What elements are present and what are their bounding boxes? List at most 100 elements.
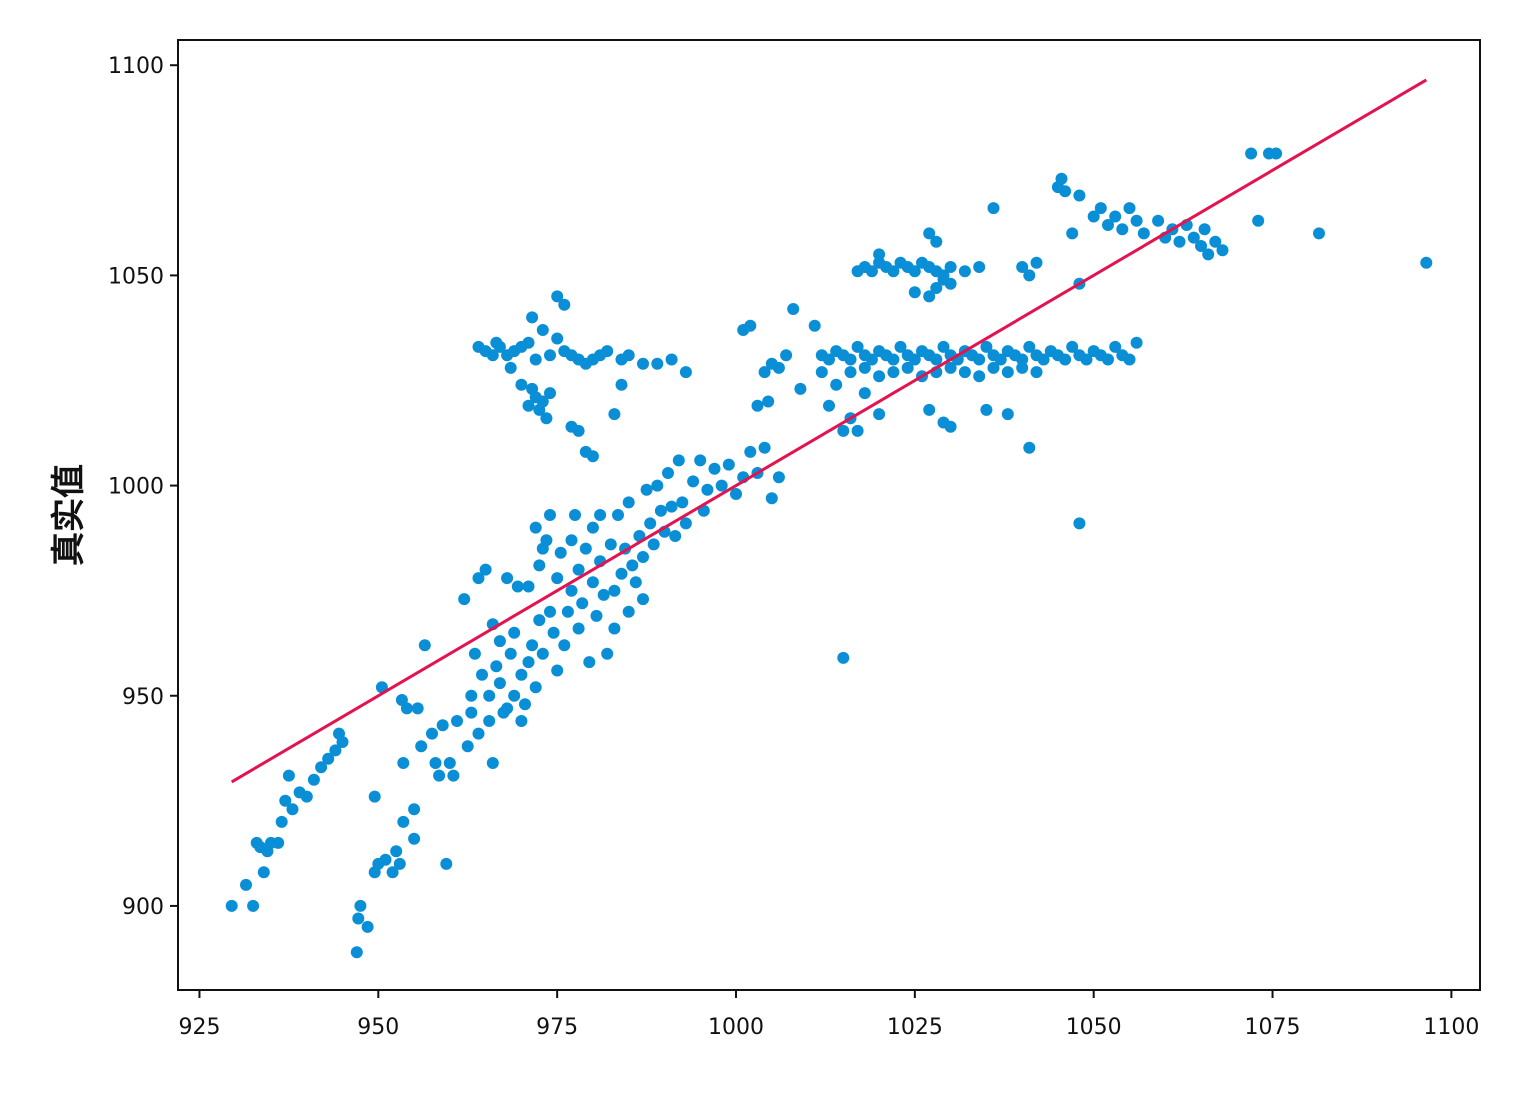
y-tick-label: 1100	[108, 54, 164, 79]
data-point	[515, 715, 528, 727]
data-point	[483, 689, 496, 702]
data-point	[476, 668, 488, 681]
data-point	[1066, 340, 1079, 353]
data-point	[758, 366, 771, 379]
data-point	[958, 366, 971, 379]
data-point	[1123, 202, 1136, 215]
data-point	[515, 668, 528, 681]
data-point	[329, 744, 342, 757]
data-point	[651, 479, 664, 492]
data-point	[662, 467, 674, 479]
data-point	[408, 832, 421, 845]
data-point	[980, 403, 993, 416]
data-point	[722, 458, 735, 471]
data-point	[787, 303, 800, 315]
data-point	[508, 626, 521, 639]
data-point	[808, 319, 821, 332]
data-point	[944, 361, 957, 374]
data-point	[451, 715, 463, 727]
data-point	[336, 736, 349, 748]
data-point	[486, 349, 499, 362]
data-point	[493, 340, 506, 353]
data-point	[307, 773, 320, 786]
data-point	[672, 454, 685, 467]
data-point	[240, 878, 252, 891]
data-point	[1137, 227, 1150, 240]
data-point	[708, 462, 721, 475]
data-point	[352, 912, 365, 925]
data-point	[461, 740, 474, 753]
data-point	[1030, 256, 1043, 269]
data-point	[615, 567, 628, 580]
data-point	[508, 689, 521, 702]
data-point	[1023, 441, 1036, 454]
data-point	[551, 290, 564, 303]
data-point	[1016, 353, 1029, 366]
data-point	[408, 803, 421, 816]
data-point	[440, 857, 453, 870]
data-point	[823, 353, 835, 366]
y-tick-label: 950	[122, 685, 164, 710]
data-point	[665, 500, 678, 513]
data-point	[379, 853, 392, 866]
data-point	[1420, 256, 1433, 269]
data-point	[644, 517, 657, 530]
x-tick-label: 975	[536, 1015, 578, 1040]
data-point	[257, 866, 270, 879]
data-point	[565, 534, 578, 547]
data-point	[1109, 210, 1122, 223]
data-point	[554, 546, 567, 559]
data-point	[676, 496, 689, 509]
x-tick-label: 950	[357, 1015, 399, 1040]
data-point	[465, 689, 478, 702]
x-tick-label: 1000	[708, 1015, 764, 1040]
scatter-points	[225, 147, 1433, 959]
data-point	[1023, 269, 1036, 282]
data-point	[604, 538, 617, 551]
data-point	[1130, 214, 1143, 227]
data-point	[629, 576, 642, 589]
x-tick-label: 1100	[1423, 1015, 1479, 1040]
data-point	[1252, 214, 1265, 227]
data-point	[551, 332, 564, 345]
data-point	[1130, 336, 1143, 349]
x-tick-label: 1075	[1245, 1015, 1301, 1040]
data-point	[923, 290, 936, 303]
y-tick-label: 1050	[108, 264, 164, 289]
data-point	[536, 395, 549, 408]
data-point	[679, 366, 692, 379]
data-point	[272, 836, 285, 849]
data-point	[679, 517, 692, 530]
data-point	[558, 298, 571, 311]
data-point	[540, 412, 553, 425]
data-point	[486, 757, 499, 769]
data-point	[443, 757, 456, 769]
data-point	[944, 277, 957, 290]
data-point	[622, 496, 635, 509]
data-point	[515, 378, 528, 391]
data-point	[544, 349, 556, 362]
data-point	[751, 399, 764, 412]
x-tick-label: 1025	[887, 1015, 943, 1040]
data-point	[529, 681, 542, 694]
data-point	[386, 866, 399, 879]
data-point	[586, 450, 599, 463]
data-point	[654, 504, 667, 517]
data-point	[908, 265, 921, 278]
data-point	[426, 727, 438, 740]
data-point	[361, 920, 374, 933]
data-point	[472, 727, 485, 740]
data-point	[350, 946, 363, 959]
data-point	[447, 769, 460, 782]
data-point	[1001, 408, 1014, 421]
y-tick-label: 1000	[108, 475, 164, 500]
data-point	[558, 639, 571, 652]
data-point	[1066, 227, 1079, 240]
data-point	[823, 399, 835, 412]
data-point	[368, 790, 381, 803]
data-point	[225, 899, 238, 912]
data-point	[1094, 202, 1107, 215]
data-point	[887, 366, 900, 379]
data-point	[815, 366, 828, 379]
